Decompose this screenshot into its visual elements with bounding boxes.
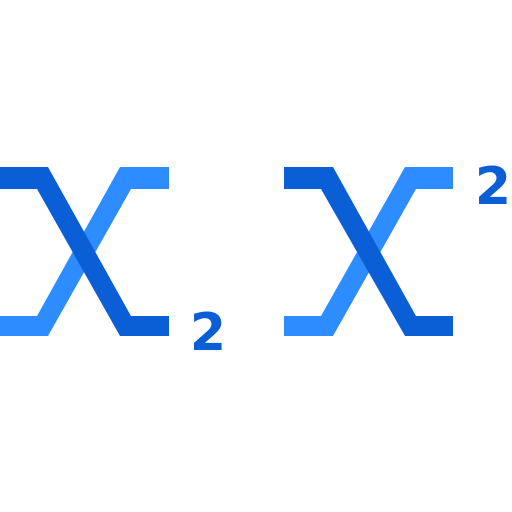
subscript-x-dark-stroke [0,167,169,336]
superscript-icon: 2 [284,157,511,336]
superscript-digit: 2 [475,157,511,217]
subscript-digit: 2 [190,303,226,363]
subscript-icon: 2 [0,167,226,363]
superscript-x-dark-stroke [284,167,453,336]
